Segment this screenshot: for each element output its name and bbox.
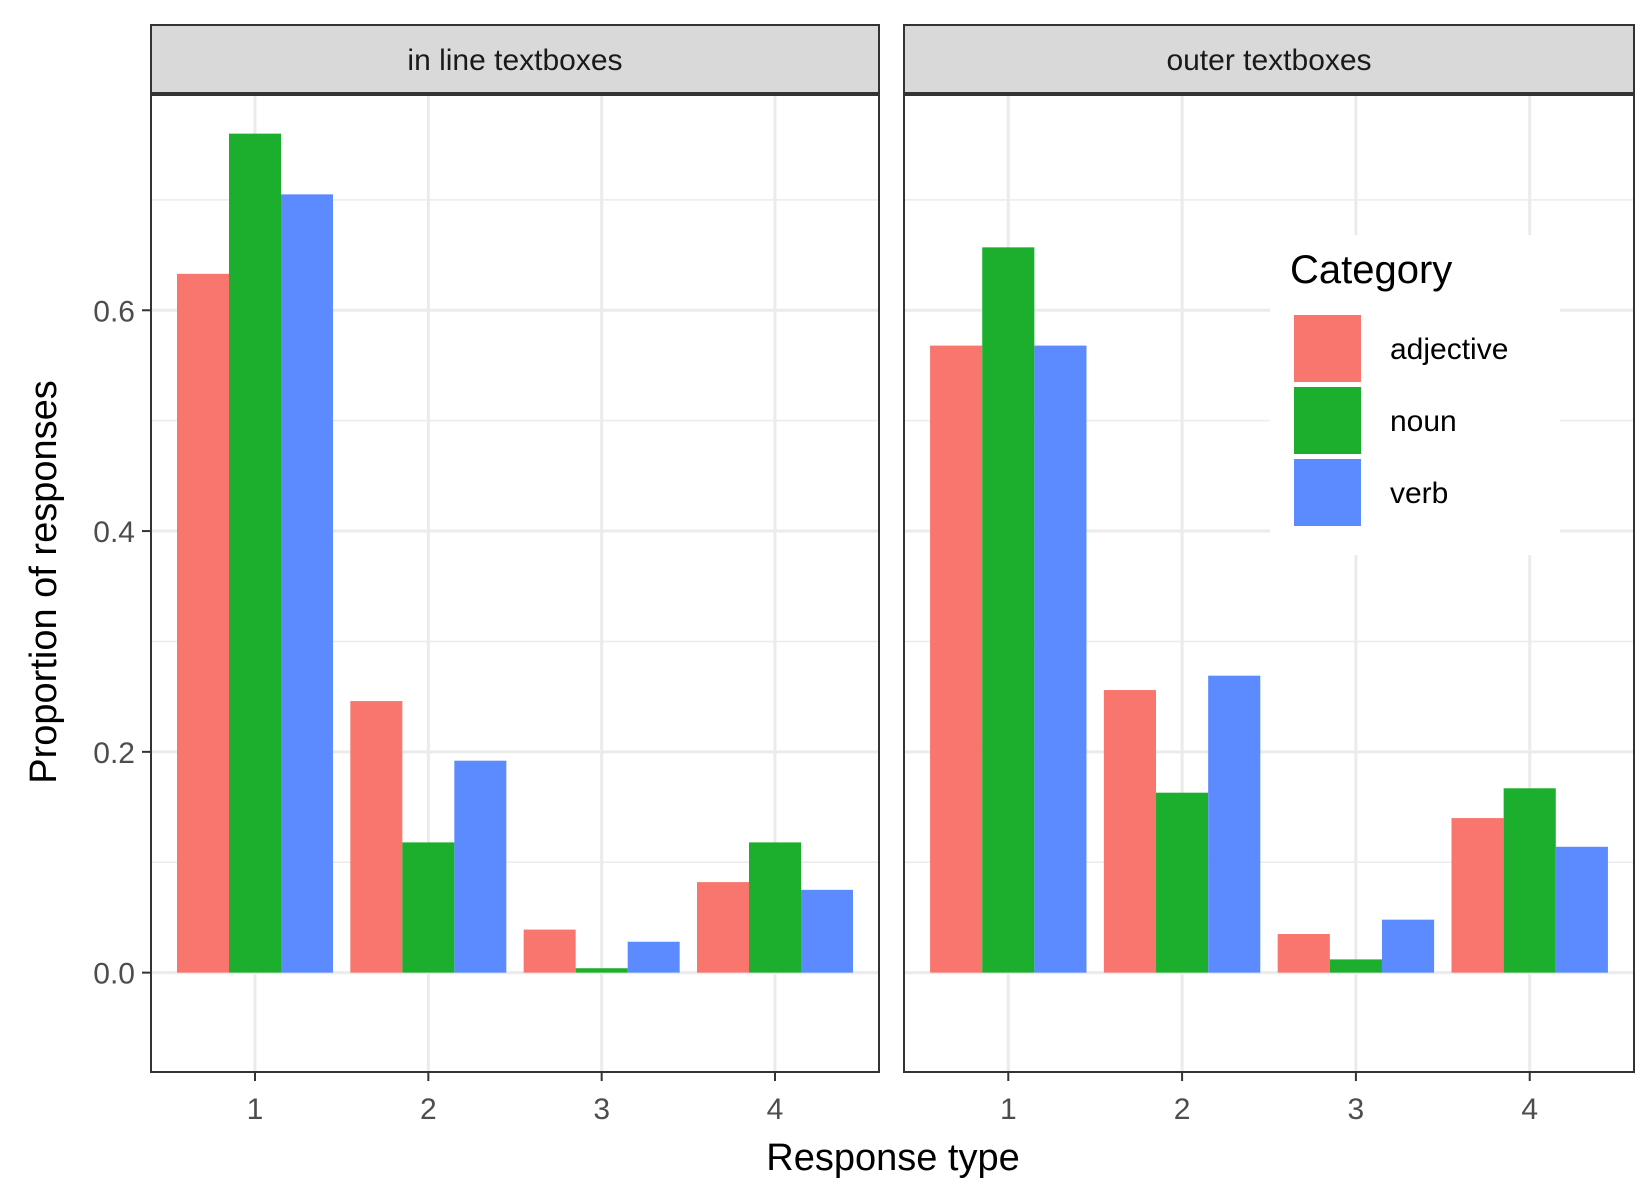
bar-adjective-1	[930, 345, 983, 973]
bar-noun-1	[982, 247, 1035, 973]
bar-noun-4	[749, 842, 801, 973]
bar-verb-2	[454, 760, 507, 973]
bar-noun-1	[229, 133, 281, 973]
bar-verb-3	[627, 941, 680, 973]
panel-1: in line textboxes 1 2 3 4	[150, 24, 880, 1126]
x-tick-label: 2	[1174, 1093, 1191, 1126]
legend-key-noun	[1294, 387, 1361, 454]
bar-adjective-3	[1277, 934, 1330, 973]
bar-noun-2	[1156, 792, 1209, 973]
bar-adjective-1	[177, 273, 229, 973]
bar-adjective-2	[1103, 690, 1157, 973]
bar-noun-3	[1329, 959, 1382, 973]
y-axis-title: Proportion of responses	[23, 380, 65, 783]
y-tick-label: 0.0	[93, 958, 135, 991]
x-tick-label: 3	[593, 1093, 610, 1126]
panel-2: outer textboxes 1 2 3 4	[903, 24, 1635, 1126]
bar-verb-1	[1034, 345, 1087, 973]
bar-verb-4	[1555, 846, 1608, 973]
facet-strip	[903, 24, 1635, 94]
bar-adjective-4	[697, 882, 749, 973]
bar-verb-4	[801, 889, 853, 973]
bar-adjective-4	[1451, 818, 1504, 973]
x-tick-label: 1	[1000, 1093, 1017, 1126]
legend-label-adjective: adjective	[1390, 333, 1508, 366]
y-tick-label: 0.6	[93, 295, 135, 328]
panel-border	[903, 94, 1635, 1073]
bar-adjective-3	[523, 929, 576, 973]
x-tick-label: 2	[420, 1093, 437, 1126]
facet-strip	[150, 24, 880, 94]
y-tick-label: 0.4	[93, 516, 135, 549]
legend: Category adjective noun verb	[1270, 235, 1560, 555]
legend-key-verb	[1294, 459, 1361, 526]
legend-label-noun: noun	[1390, 405, 1457, 438]
legend-label-verb: verb	[1390, 477, 1448, 510]
x-tick-label: 1	[247, 1093, 264, 1126]
facet-strip-label: in line textboxes	[407, 44, 622, 77]
x-tick-label: 3	[1348, 1093, 1365, 1126]
legend-title: Category	[1290, 248, 1452, 292]
x-axis-title: Response type	[766, 1137, 1020, 1179]
bar-verb-2	[1208, 675, 1261, 973]
y-tick-label: 0.2	[93, 737, 135, 770]
bar-verb-3	[1381, 919, 1435, 973]
x-tick-label: 4	[767, 1093, 784, 1126]
facet-strip-label: outer textboxes	[1166, 44, 1371, 77]
panels: in line textboxes 1 2 3 4 outer textboxes 1 2 3 4	[150, 24, 1635, 1126]
legend-key-adjective	[1294, 315, 1361, 382]
x-tick-label: 4	[1521, 1093, 1538, 1126]
bar-adjective-2	[350, 701, 403, 973]
bar-noun-3	[575, 968, 628, 973]
bar-verb-1	[281, 194, 333, 973]
bar-noun-2	[402, 842, 455, 973]
y-axis: 0.0 0.2 0.4 0.6	[93, 295, 151, 991]
panel-border	[150, 94, 880, 1073]
bar-noun-4	[1503, 788, 1556, 973]
